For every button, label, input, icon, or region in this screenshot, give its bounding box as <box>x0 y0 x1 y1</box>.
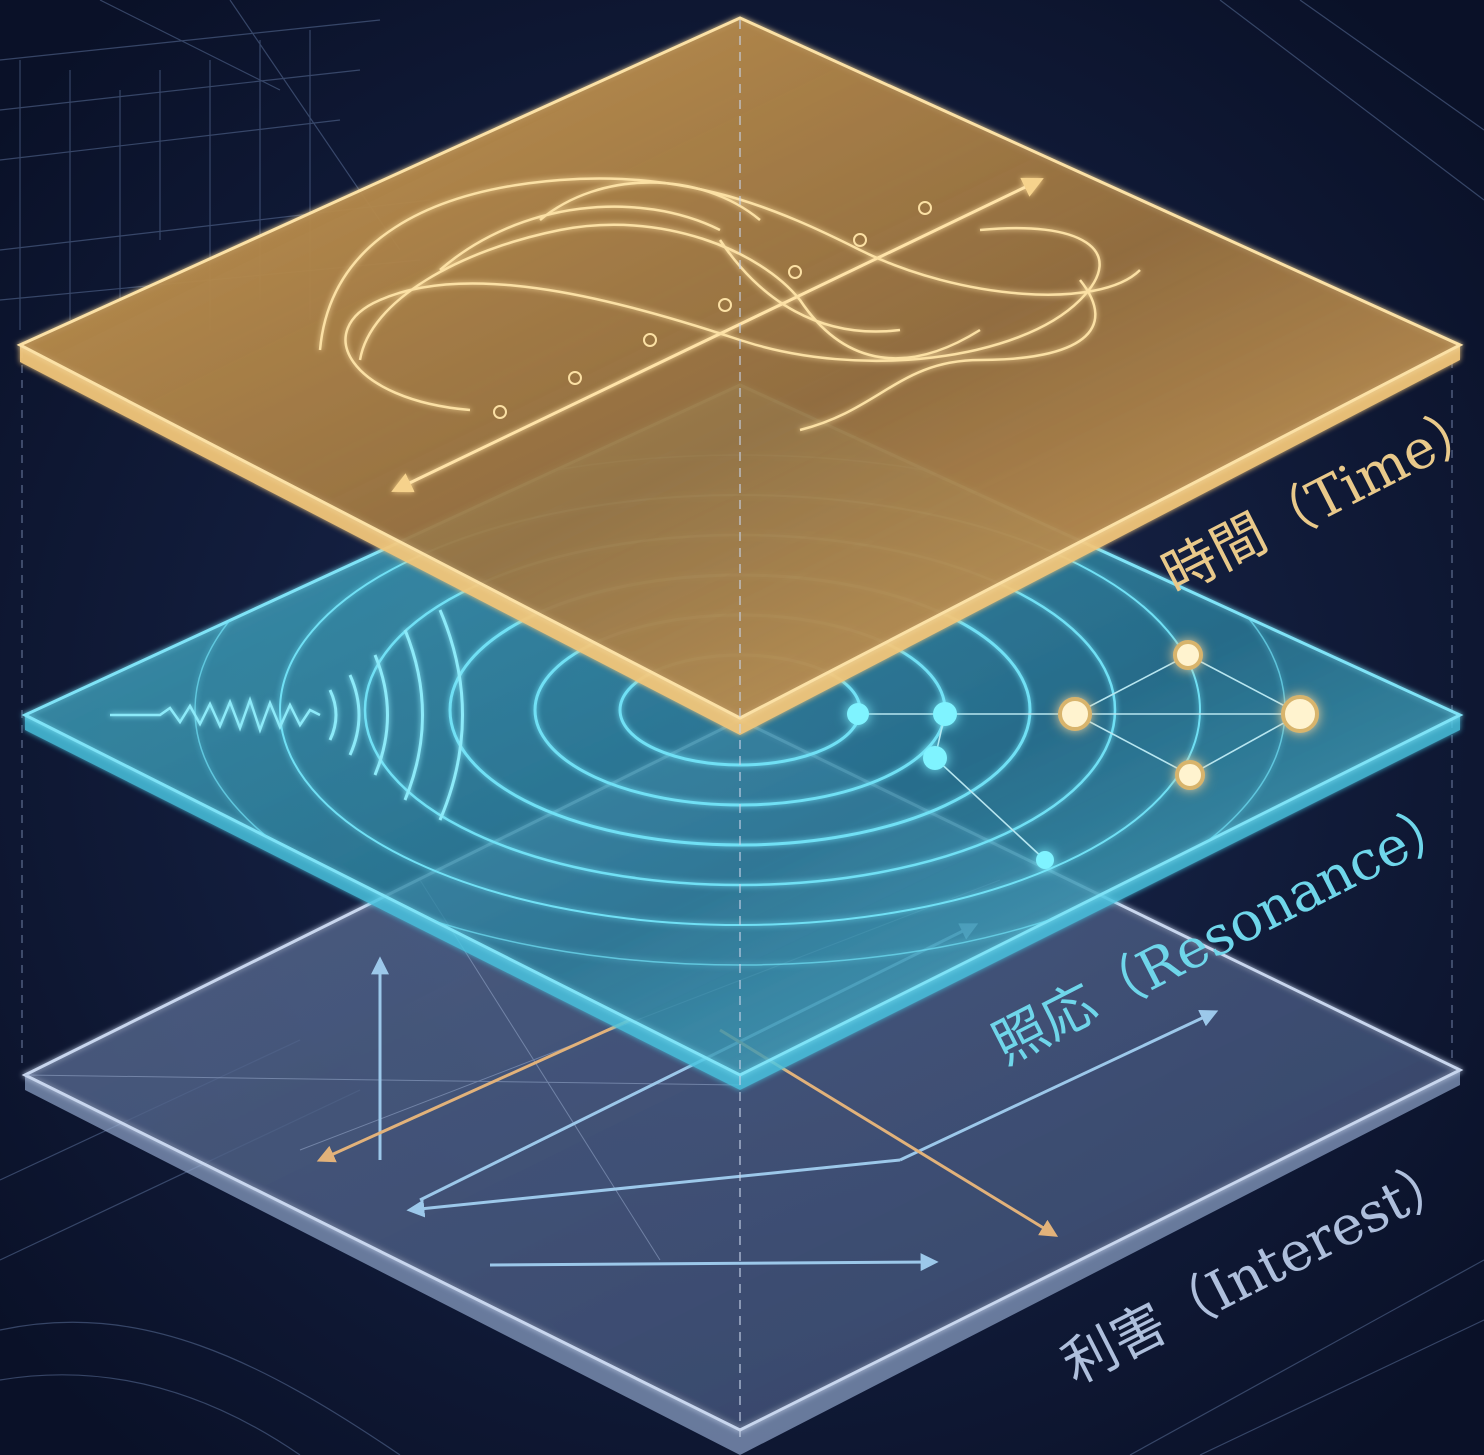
arrow-blue-left <box>406 1158 901 1218</box>
arrow-orange-left <box>316 1018 631 1163</box>
node-cyan <box>847 703 869 725</box>
time-loops <box>318 177 1141 432</box>
node-cyan <box>923 746 947 770</box>
node-gold <box>1175 760 1205 790</box>
node-cyan <box>933 702 957 726</box>
node-gold <box>1058 697 1092 731</box>
node-cyan <box>1036 851 1054 869</box>
time-axis <box>391 177 1044 493</box>
time-plane <box>16 16 1464 735</box>
arrow-blue-flat <box>489 1253 939 1272</box>
wave-signal <box>110 696 321 734</box>
node-gold <box>1173 640 1203 670</box>
resonance-network <box>847 640 1319 869</box>
node-gold <box>1281 695 1319 733</box>
arrow-blue-right <box>899 1009 1219 1162</box>
time-markers <box>493 201 932 419</box>
